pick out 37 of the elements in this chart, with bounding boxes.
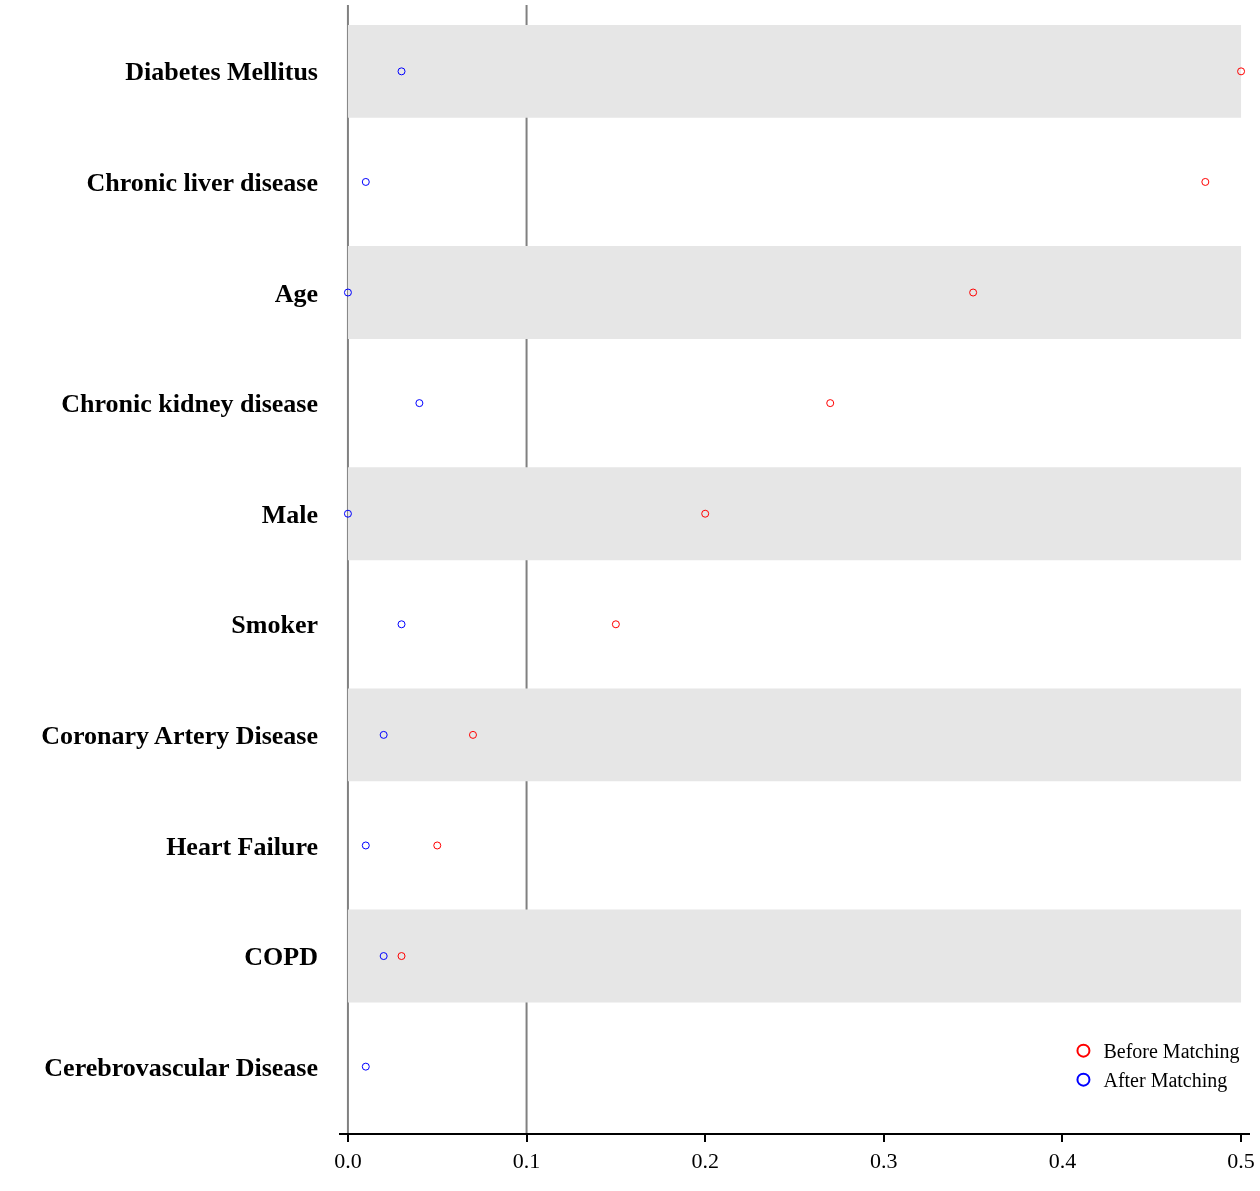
y-tick-label: Age — [274, 278, 318, 308]
point — [379, 952, 388, 961]
legend-label: Before Matching — [1103, 1040, 1240, 1064]
point — [379, 730, 388, 739]
point — [969, 288, 978, 297]
point — [343, 288, 352, 297]
point — [701, 509, 710, 518]
point — [361, 1062, 370, 1071]
legend-label: After Matching — [1103, 1069, 1228, 1093]
y-tick-label: Chronic kidney disease — [61, 389, 318, 419]
y-tick-label: Chronic liver disease — [86, 168, 318, 198]
point — [826, 399, 835, 408]
point — [1237, 67, 1246, 76]
y-tick-label: COPD — [244, 942, 318, 972]
point — [343, 509, 352, 518]
point — [1201, 177, 1210, 186]
y-tick-label: Smoker — [231, 610, 318, 640]
y-tick-label: Heart Failure — [166, 831, 318, 861]
point — [433, 841, 442, 850]
point — [397, 67, 406, 76]
point — [468, 730, 477, 739]
point — [415, 399, 424, 408]
point — [611, 620, 620, 629]
y-tick-label: Cerebrovascular Disease — [44, 1052, 318, 1082]
x-tick-label: 0.0 — [334, 1148, 362, 1174]
x-tick-label: 0.4 — [1048, 1148, 1077, 1174]
point — [361, 841, 370, 850]
x-tick-label: 0.5 — [1227, 1148, 1255, 1174]
point — [361, 177, 370, 186]
point — [397, 952, 406, 961]
x-tick-label: 0.3 — [870, 1148, 898, 1174]
x-tick-label: 0.1 — [512, 1148, 541, 1174]
point — [397, 620, 406, 629]
y-tick-label: Diabetes Mellitus — [125, 57, 318, 87]
y-tick-label: Coronary Artery Disease — [41, 720, 318, 750]
x-tick-label: 0.2 — [691, 1148, 719, 1174]
y-tick-label: Male — [261, 499, 318, 529]
